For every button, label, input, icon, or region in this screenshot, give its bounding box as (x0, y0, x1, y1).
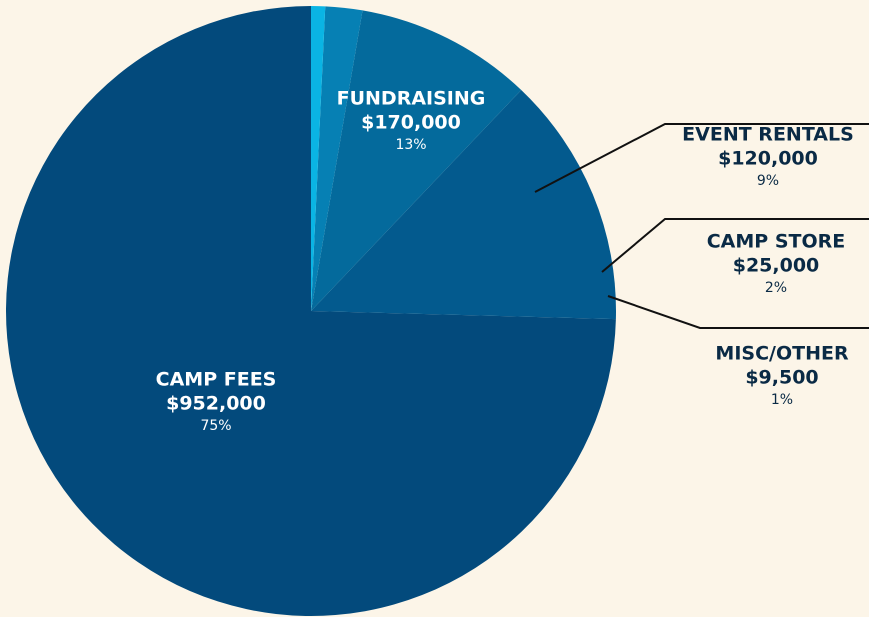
pie-slice (311, 10, 522, 312)
slice-percent: 13% (395, 137, 426, 153)
pie-slice (6, 6, 616, 616)
pie-slice (311, 90, 616, 320)
slice-percent: 2% (765, 280, 787, 296)
slice-name: CAMP STORE (707, 231, 846, 253)
slice-percent: 9% (757, 173, 779, 189)
slice-percent: 75% (200, 418, 231, 434)
leader-line (601, 218, 869, 273)
slice-percent: 1% (771, 392, 793, 408)
slice-amount: $952,000 (166, 393, 266, 415)
slice-amount: $9,500 (745, 367, 818, 389)
slice-name: CAMP FEES (156, 369, 277, 391)
slice-name: EVENT RENTALS (682, 124, 854, 146)
slice-amount: $25,000 (733, 255, 820, 277)
pie-slice (311, 6, 326, 311)
slice-name: FUNDRAISING (337, 88, 486, 110)
leader-line (607, 295, 869, 329)
slice-name: MISC/OTHER (715, 343, 849, 365)
slice-amount: $120,000 (718, 148, 818, 170)
slice-amount: $170,000 (361, 112, 461, 134)
leader-line (534, 123, 869, 193)
pie-slice (311, 6, 363, 311)
